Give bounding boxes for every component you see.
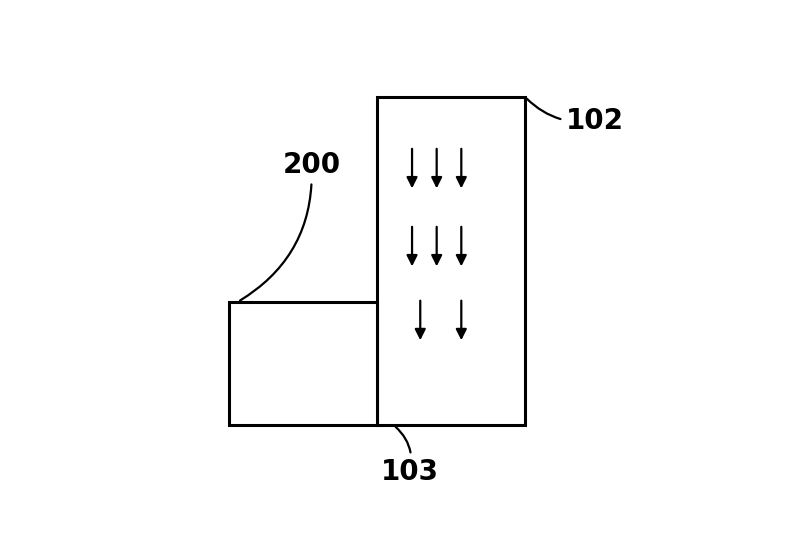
Text: 102: 102 — [527, 99, 624, 135]
Text: 200: 200 — [240, 151, 341, 301]
Bar — [377, 97, 525, 425]
Text: 103: 103 — [381, 427, 439, 486]
Bar — [230, 302, 377, 425]
